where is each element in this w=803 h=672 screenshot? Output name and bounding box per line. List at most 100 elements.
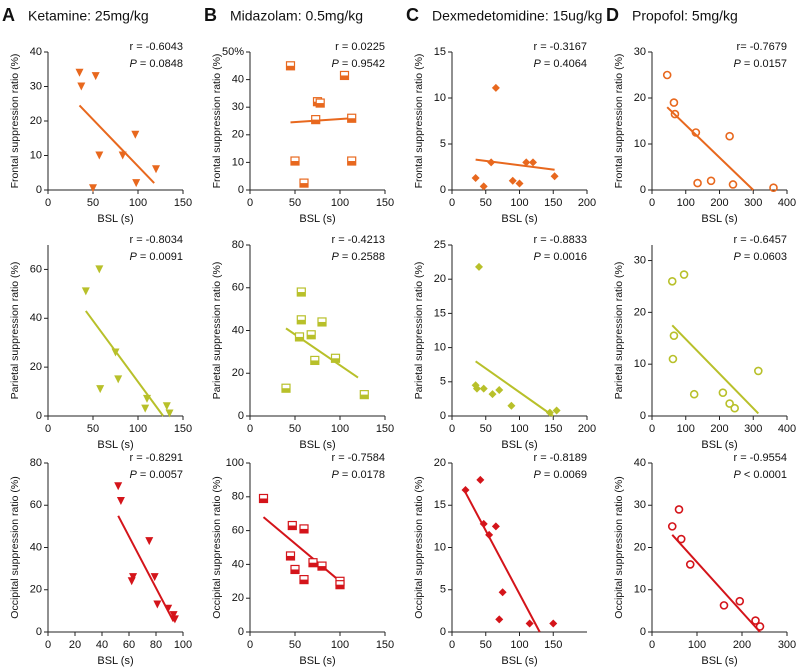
x-tick-label: 40 <box>96 639 108 651</box>
y-tick-label: 0 <box>36 410 42 422</box>
y-tick-label: 60 <box>30 499 42 511</box>
marker-shape <box>487 158 496 167</box>
data-point <box>145 537 154 546</box>
data-point <box>485 530 494 539</box>
y-tick-label: 100 <box>226 457 244 469</box>
x-tick-label: 150 <box>376 639 394 651</box>
marker-shape <box>491 522 500 531</box>
x-tick-label: 100 <box>331 423 349 435</box>
y-tick-label: 0 <box>440 626 446 638</box>
marker-shape <box>95 265 104 274</box>
data-point <box>153 600 162 609</box>
marker-shape <box>549 619 558 628</box>
marker-shape <box>488 390 497 399</box>
marker-shape <box>114 482 123 491</box>
marker-shape <box>735 596 745 606</box>
fit-line <box>464 492 541 633</box>
y-tick-label: 0 <box>238 410 244 422</box>
y-tick-label: 15 <box>434 307 446 319</box>
y-tick-label: 20 <box>634 92 646 104</box>
r-annotation: r = -0.8034 <box>129 234 183 246</box>
marker-shape <box>669 98 679 107</box>
fit-line <box>290 117 352 124</box>
panel-letter: C <box>406 5 419 25</box>
marker-shape <box>674 505 684 514</box>
p-symbol: P <box>733 58 741 70</box>
data-point <box>162 402 171 411</box>
p-symbol: P <box>129 469 137 481</box>
x-tick-label: 200 <box>710 423 728 435</box>
x-tick-label: 100 <box>510 197 528 209</box>
x-tick-label: 100 <box>174 639 192 651</box>
data-point <box>281 383 291 393</box>
y-tick-label: 10 <box>434 342 446 354</box>
marker-fill <box>295 336 304 341</box>
data-point <box>676 534 686 544</box>
panel-title: Ketamine: 25mg/kg <box>28 8 149 24</box>
data-point <box>111 348 120 357</box>
y-tick-label: 10 <box>434 92 446 104</box>
data-point <box>96 385 105 394</box>
data-point <box>143 394 151 403</box>
marker-fill <box>347 161 356 166</box>
y-tick-label: 0 <box>440 184 446 196</box>
y-tick-label: 40 <box>232 74 244 86</box>
data-point <box>545 408 554 417</box>
y-tick-label: 20 <box>30 361 42 373</box>
data-point <box>258 493 269 504</box>
fit-line <box>78 104 155 184</box>
y-axis-label: Occipital suppression ratio (%) <box>9 476 21 618</box>
marker-shape <box>145 537 154 546</box>
marker-shape <box>515 179 524 188</box>
data-point <box>668 354 678 364</box>
data-point <box>141 404 150 413</box>
y-tick-label: 20 <box>634 541 646 553</box>
fit-line <box>671 534 761 633</box>
data-point <box>290 156 300 166</box>
marker-shape <box>676 534 686 544</box>
p-symbol: P <box>533 251 541 263</box>
marker-shape <box>689 389 699 399</box>
marker-shape <box>754 366 763 376</box>
marker-shape <box>116 497 125 506</box>
marker-shape <box>95 151 104 160</box>
data-point <box>479 519 488 528</box>
marker-shape <box>668 354 678 364</box>
y-tick-label: 10 <box>634 584 646 596</box>
data-point <box>525 619 534 628</box>
marker-shape <box>479 182 488 191</box>
data-point <box>296 287 306 297</box>
y-tick-label: 0 <box>640 626 646 638</box>
r-annotation: r = 0.0225 <box>335 41 385 53</box>
marker-shape <box>164 604 173 613</box>
x-tick-label: 0 <box>449 423 455 435</box>
y-tick-label: 30 <box>232 101 244 113</box>
marker-shape <box>725 399 734 408</box>
data-point <box>170 615 179 624</box>
x-tick-label: 50 <box>289 639 301 651</box>
x-axis-label: BSL (s) <box>701 213 737 225</box>
p-value: = 0.0178 <box>339 469 385 481</box>
data-point <box>81 287 90 296</box>
y-tick-label: 0 <box>238 184 244 196</box>
marker-shape <box>667 522 677 531</box>
data-point <box>476 475 485 484</box>
marker-shape <box>132 179 141 188</box>
fit-line <box>262 516 341 583</box>
x-tick-label: 100 <box>510 639 528 651</box>
fit-line <box>475 360 554 417</box>
marker-fill <box>297 319 306 324</box>
p-value: = 0.0057 <box>137 469 183 481</box>
marker-shape <box>693 178 702 188</box>
y-tick-label: 5 <box>440 138 446 150</box>
x-axis-label: BSL (s) <box>97 439 133 451</box>
marker-fill <box>318 321 326 326</box>
data-point <box>472 384 481 393</box>
x-tick-label: 100 <box>677 197 695 209</box>
x-tick-label: 100 <box>510 423 528 435</box>
data-point <box>127 577 136 586</box>
marker-shape <box>550 172 559 181</box>
y-tick-label: 40 <box>634 457 646 469</box>
marker-shape <box>75 68 84 77</box>
y-tick-label: 15 <box>434 499 446 511</box>
